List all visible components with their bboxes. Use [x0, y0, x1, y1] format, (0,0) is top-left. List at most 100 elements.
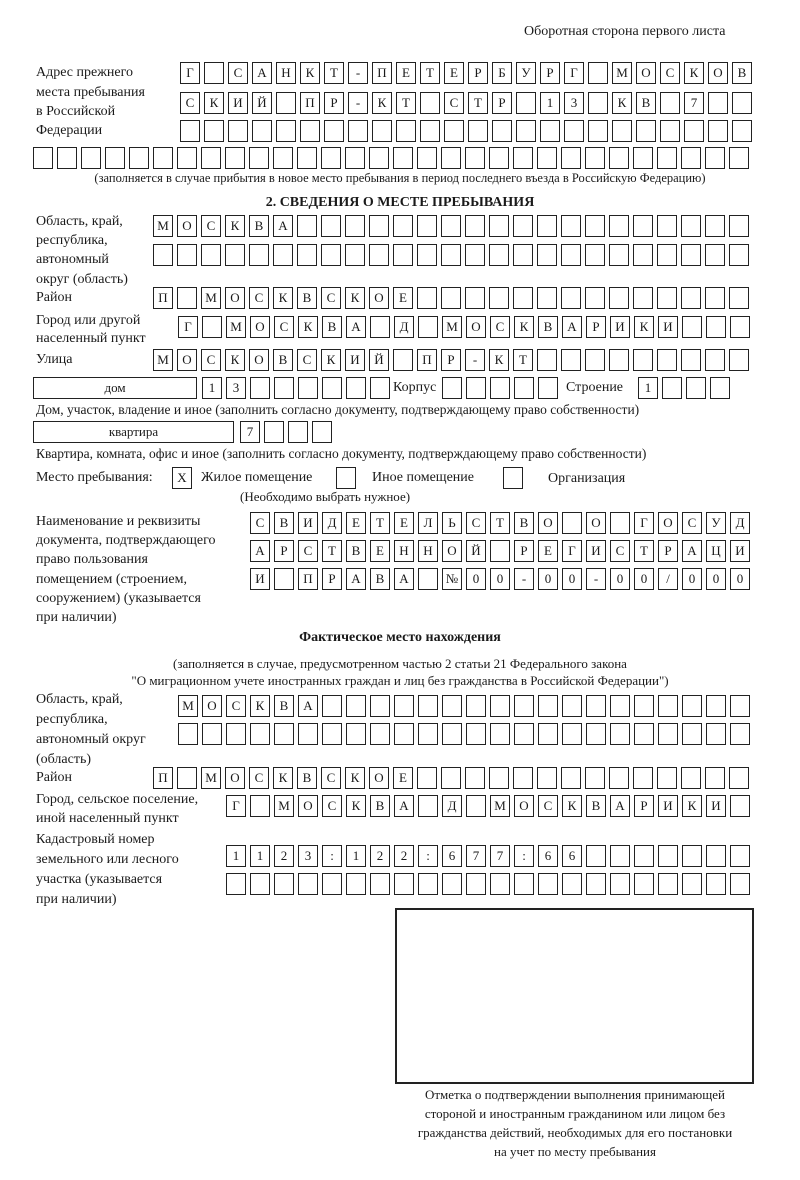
char-cell[interactable] [322, 723, 342, 745]
char-cell[interactable]: П [298, 568, 318, 590]
char-cell[interactable] [273, 147, 293, 169]
char-cell[interactable]: В [514, 512, 534, 534]
char-cell[interactable] [466, 873, 486, 895]
char-cell[interactable] [322, 695, 342, 717]
char-cell[interactable] [297, 244, 317, 266]
char-cell[interactable] [516, 120, 536, 142]
char-cell[interactable] [633, 349, 653, 371]
char-cell[interactable] [537, 287, 557, 309]
char-cell[interactable] [250, 795, 270, 817]
char-cell[interactable]: 6 [562, 845, 582, 867]
char-cell[interactable]: В [346, 540, 366, 562]
char-cell[interactable] [706, 316, 726, 338]
char-cell[interactable] [609, 147, 629, 169]
char-cell[interactable] [513, 287, 533, 309]
char-cell[interactable]: И [586, 540, 606, 562]
char-cell[interactable] [686, 377, 706, 399]
char-cell[interactable] [682, 316, 702, 338]
char-cell[interactable] [513, 767, 533, 789]
char-cell[interactable] [588, 92, 608, 114]
char-cell[interactable]: : [322, 845, 342, 867]
char-cell[interactable]: К [346, 795, 366, 817]
char-cell[interactable] [681, 349, 701, 371]
char-cell[interactable] [177, 147, 197, 169]
char-cell[interactable] [657, 349, 677, 371]
char-cell[interactable]: М [226, 316, 246, 338]
char-cell[interactable]: Т [513, 349, 533, 371]
char-cell[interactable]: О [538, 512, 558, 534]
char-cell[interactable]: К [514, 316, 534, 338]
char-cell[interactable] [610, 873, 630, 895]
char-cell[interactable] [466, 723, 486, 745]
char-cell[interactable]: О [249, 349, 269, 371]
char-cell[interactable]: 0 [730, 568, 750, 590]
char-cell[interactable]: И [250, 568, 270, 590]
char-cell[interactable] [561, 349, 581, 371]
char-cell[interactable] [660, 92, 680, 114]
char-cell[interactable] [394, 723, 414, 745]
char-cell[interactable]: И [658, 316, 678, 338]
char-cell[interactable]: С [321, 767, 341, 789]
char-cell[interactable]: К [684, 62, 704, 84]
char-cell[interactable] [321, 244, 341, 266]
char-cell[interactable] [393, 215, 413, 237]
char-cell[interactable] [370, 377, 390, 399]
char-cell[interactable] [348, 120, 368, 142]
char-cell[interactable]: К [372, 92, 392, 114]
char-cell[interactable] [537, 767, 557, 789]
char-cell[interactable] [561, 147, 581, 169]
char-cell[interactable] [730, 316, 750, 338]
char-cell[interactable]: С [298, 540, 318, 562]
char-cell[interactable] [705, 215, 725, 237]
char-cell[interactable] [312, 421, 332, 443]
char-cell[interactable]: Д [394, 316, 414, 338]
char-cell[interactable]: В [249, 215, 269, 237]
char-cell[interactable] [586, 723, 606, 745]
char-cell[interactable] [276, 92, 296, 114]
char-cell[interactable]: Н [418, 540, 438, 562]
char-cell[interactable]: И [298, 512, 318, 534]
char-cell[interactable]: 0 [562, 568, 582, 590]
char-cell[interactable]: С [490, 316, 510, 338]
char-cell[interactable]: 3 [564, 92, 584, 114]
char-cell[interactable] [538, 723, 558, 745]
char-cell[interactable]: - [586, 568, 606, 590]
char-cell[interactable] [585, 147, 605, 169]
char-cell[interactable]: Т [468, 92, 488, 114]
char-cell[interactable] [538, 695, 558, 717]
char-cell[interactable] [514, 695, 534, 717]
char-cell[interactable]: А [273, 215, 293, 237]
char-cell[interactable] [612, 120, 632, 142]
char-cell[interactable]: Г [226, 795, 246, 817]
char-cell[interactable]: 2 [370, 845, 390, 867]
char-cell[interactable] [706, 695, 726, 717]
char-cell[interactable] [490, 695, 510, 717]
char-cell[interactable]: А [562, 316, 582, 338]
char-cell[interactable]: К [634, 316, 654, 338]
char-cell[interactable]: У [706, 512, 726, 534]
char-cell[interactable]: Е [538, 540, 558, 562]
char-cell[interactable]: И [730, 540, 750, 562]
char-cell[interactable] [225, 244, 245, 266]
char-cell[interactable] [321, 147, 341, 169]
char-cell[interactable]: С [297, 349, 317, 371]
char-cell[interactable] [682, 695, 702, 717]
char-cell[interactable] [153, 147, 173, 169]
char-cell[interactable] [513, 147, 533, 169]
char-cell[interactable]: Р [634, 795, 654, 817]
char-cell[interactable]: К [562, 795, 582, 817]
char-cell[interactable] [202, 316, 222, 338]
char-cell[interactable] [730, 873, 750, 895]
char-cell[interactable]: К [489, 349, 509, 371]
char-cell[interactable] [540, 120, 560, 142]
char-cell[interactable]: С [226, 695, 246, 717]
char-cell[interactable] [370, 873, 390, 895]
char-cell[interactable]: С [274, 316, 294, 338]
char-cell[interactable]: М [201, 287, 221, 309]
char-cell[interactable] [418, 695, 438, 717]
char-cell[interactable]: В [273, 349, 293, 371]
char-cell[interactable] [468, 120, 488, 142]
char-cell[interactable] [442, 695, 462, 717]
char-cell[interactable] [465, 767, 485, 789]
char-cell[interactable] [634, 695, 654, 717]
